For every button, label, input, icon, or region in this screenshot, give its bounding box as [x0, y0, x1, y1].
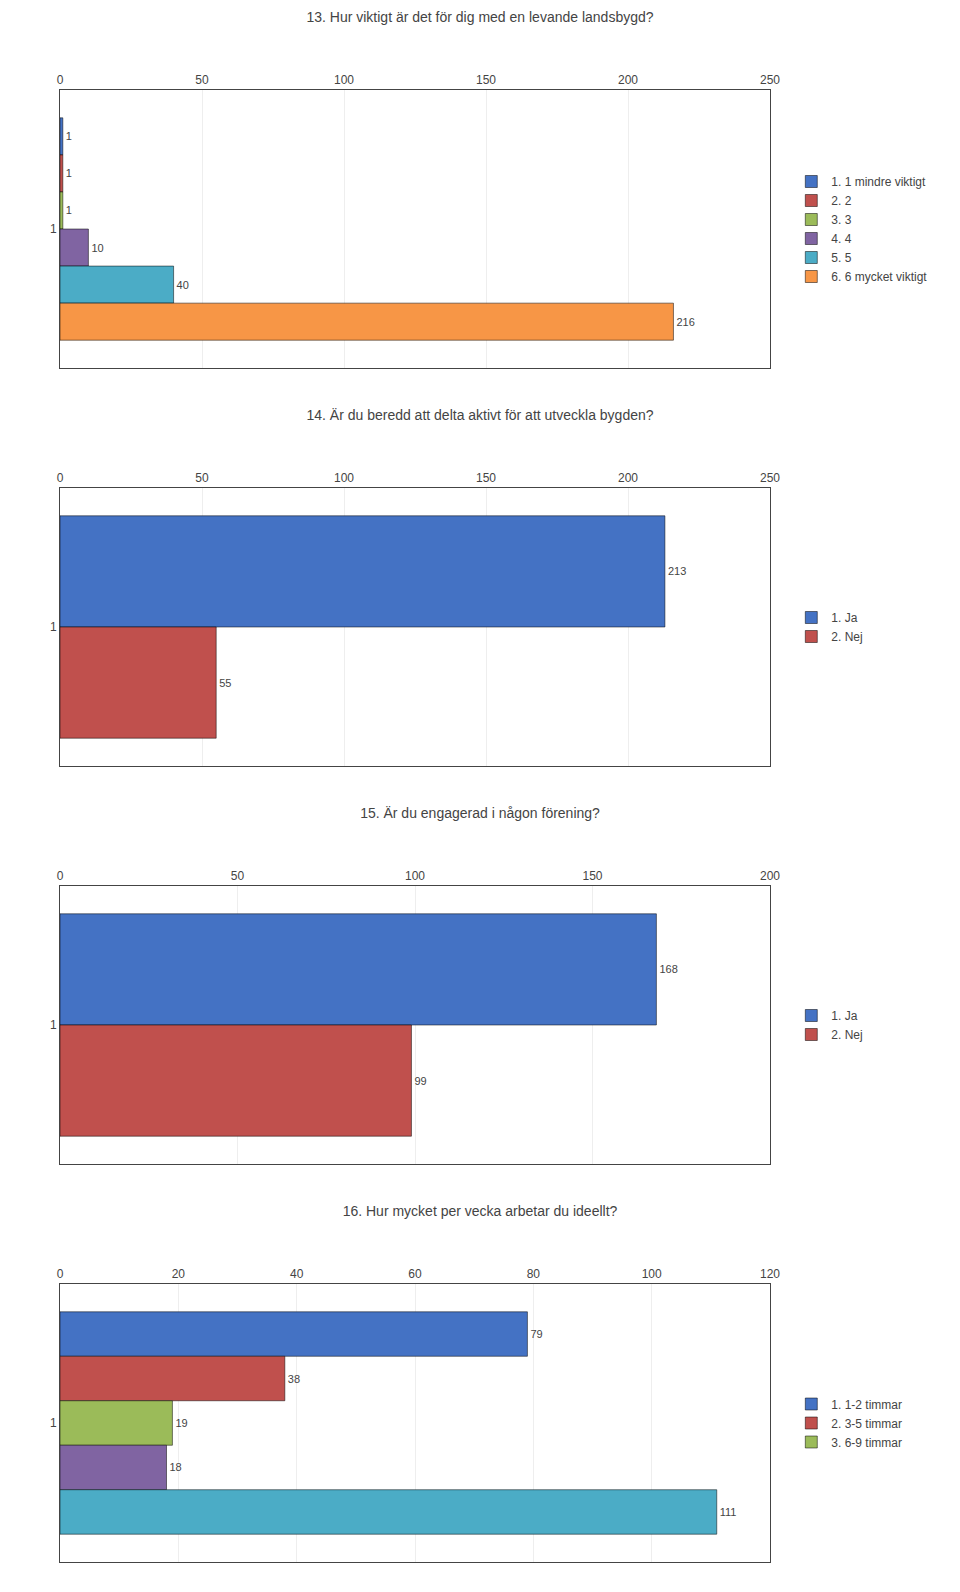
svg-text:4. 4: 4. 4 — [831, 232, 851, 246]
svg-text:50: 50 — [195, 73, 209, 87]
svg-text:38: 38 — [288, 1373, 300, 1385]
svg-text:1: 1 — [50, 620, 57, 634]
svg-text:6. 6 mycket viktigt: 6. 6 mycket viktigt — [831, 270, 927, 284]
svg-text:0: 0 — [57, 73, 64, 87]
svg-text:60: 60 — [408, 1267, 422, 1281]
svg-text:250: 250 — [760, 73, 780, 87]
svg-text:2. Nej: 2. Nej — [831, 1028, 862, 1042]
svg-text:18: 18 — [170, 1461, 182, 1473]
svg-text:100: 100 — [642, 1267, 662, 1281]
svg-text:0: 0 — [57, 869, 64, 883]
svg-text:80: 80 — [527, 1267, 541, 1281]
svg-text:1: 1 — [50, 1018, 57, 1032]
svg-text:20: 20 — [172, 1267, 186, 1281]
svg-text:250: 250 — [760, 471, 780, 485]
svg-text:216: 216 — [676, 316, 694, 328]
svg-text:40: 40 — [290, 1267, 304, 1281]
svg-text:50: 50 — [231, 869, 245, 883]
svg-text:1. 1-2 timmar: 1. 1-2 timmar — [831, 1398, 902, 1412]
svg-text:1: 1 — [66, 130, 72, 142]
svg-text:0: 0 — [57, 471, 64, 485]
svg-text:100: 100 — [334, 73, 354, 87]
svg-text:1: 1 — [66, 204, 72, 216]
svg-text:2. 2: 2. 2 — [831, 194, 851, 208]
svg-text:13. Hur viktigt är det för dig: 13. Hur viktigt är det för dig med en le… — [306, 9, 653, 25]
svg-text:168: 168 — [659, 963, 677, 975]
svg-text:111: 111 — [720, 1506, 737, 1518]
svg-text:2. 3-5 timmar: 2. 3-5 timmar — [831, 1417, 902, 1431]
svg-text:0: 0 — [57, 1267, 64, 1281]
svg-text:14. Är du beredd att delta akt: 14. Är du beredd att delta aktivt för at… — [306, 407, 653, 423]
svg-text:79: 79 — [530, 1328, 542, 1340]
svg-text:100: 100 — [405, 869, 425, 883]
svg-text:5. 5: 5. 5 — [831, 251, 851, 265]
svg-text:1. 1 mindre viktigt: 1. 1 mindre viktigt — [831, 175, 926, 189]
svg-text:15. Är du engagerad i någon fö: 15. Är du engagerad i någon förening? — [360, 805, 600, 821]
svg-text:40: 40 — [177, 279, 189, 291]
svg-text:10: 10 — [91, 242, 103, 254]
svg-text:50: 50 — [195, 471, 209, 485]
svg-text:213: 213 — [668, 565, 686, 577]
svg-text:200: 200 — [618, 471, 638, 485]
svg-text:120: 120 — [760, 1267, 780, 1281]
svg-text:100: 100 — [334, 471, 354, 485]
svg-text:1. Ja: 1. Ja — [831, 611, 857, 625]
svg-text:3. 6-9 timmar: 3. 6-9 timmar — [831, 1436, 902, 1450]
svg-text:1: 1 — [50, 1416, 57, 1430]
svg-text:99: 99 — [414, 1075, 426, 1087]
svg-text:1. Ja: 1. Ja — [831, 1009, 857, 1023]
svg-text:3. 3: 3. 3 — [831, 213, 851, 227]
svg-text:1: 1 — [66, 167, 72, 179]
svg-text:16. Hur mycket per vecka arbet: 16. Hur mycket per vecka arbetar du idee… — [343, 1203, 618, 1219]
svg-text:200: 200 — [618, 73, 638, 87]
svg-text:200: 200 — [760, 869, 780, 883]
svg-text:2. Nej: 2. Nej — [831, 630, 862, 644]
svg-text:150: 150 — [582, 869, 602, 883]
svg-text:1: 1 — [50, 222, 57, 236]
svg-text:55: 55 — [219, 677, 231, 689]
svg-text:150: 150 — [476, 471, 496, 485]
svg-text:150: 150 — [476, 73, 496, 87]
svg-text:19: 19 — [175, 1417, 187, 1429]
